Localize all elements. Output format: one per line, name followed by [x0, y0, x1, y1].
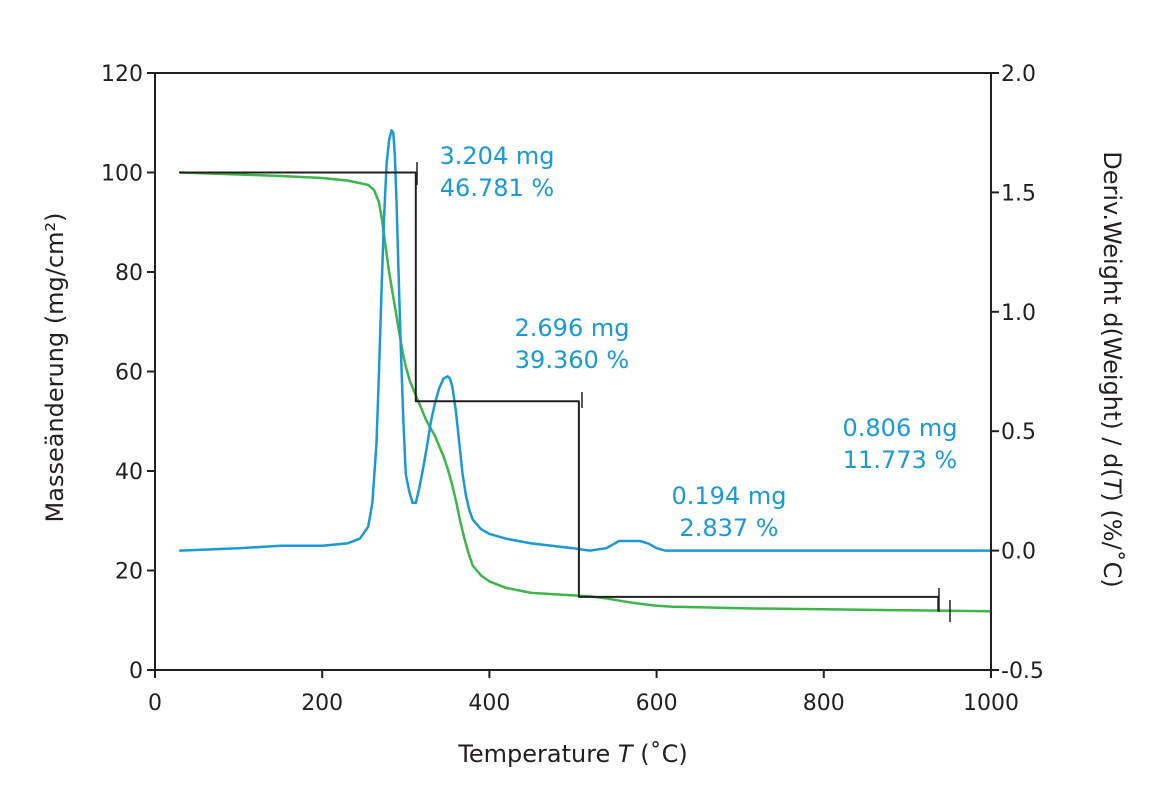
y-left-axis-ticks: 0 20 40 60 80 100 120 [101, 62, 155, 684]
x-axis-ticks: 0 200 400 600 800 1000 [148, 670, 1019, 716]
y-right-tick-label: 0.0 [1001, 540, 1036, 565]
annotation-mass: 0.806 mg [843, 414, 958, 442]
step-markers [416, 162, 951, 622]
y-right-tick-label: 2.0 [1001, 62, 1036, 87]
annotation-percent: 2.837 % [679, 514, 778, 542]
x-axis-title: Temperature T (˚C) [457, 740, 687, 768]
annotation-percent: 11.773 % [843, 446, 957, 474]
y-right-tick-label: -0.5 [1001, 659, 1044, 684]
x-tick-label: 1000 [963, 691, 1019, 716]
step-annotations: 3.204 mg 46.781 % 2.696 mg 39.360 % 0.194 mg… [440, 142, 958, 542]
y-right-axis-title: Deriv.Weight d(Weight) / d(T) (%/˚C) [1098, 151, 1126, 588]
x-tick-label: 200 [301, 691, 343, 716]
mass-curve [178, 171, 993, 613]
y-left-tick-label: 0 [129, 659, 143, 684]
x-tick-label: 600 [636, 691, 678, 716]
annotation-mass: 2.696 mg [515, 314, 630, 342]
annotation-mass: 0.194 mg [672, 482, 787, 510]
x-tick-label: 800 [803, 691, 845, 716]
y-right-tick-label: 1.0 [1001, 301, 1036, 326]
y-left-tick-label: 80 [115, 261, 143, 286]
deriv-weight-curve [178, 129, 993, 552]
y-left-tick-label: 40 [115, 460, 143, 485]
y-left-axis-title: Masseänderung (mg/cm²) [41, 213, 69, 523]
y-left-tick-label: 120 [101, 62, 143, 87]
x-tick-label: 400 [468, 691, 510, 716]
annotation-percent: 39.360 % [515, 346, 629, 374]
y-right-tick-label: 0.5 [1001, 420, 1036, 445]
y-right-tick-label: 1.5 [1001, 181, 1036, 206]
x-tick-label: 0 [148, 691, 162, 716]
y-left-tick-label: 60 [115, 361, 143, 386]
annotation-percent: 46.781 % [440, 174, 554, 202]
y-left-tick-label: 20 [115, 560, 143, 585]
y-left-tick-label: 100 [101, 162, 143, 187]
annotation-mass: 3.204 mg [440, 142, 555, 170]
y-right-axis-ticks: -0.5 0.0 0.5 1.0 1.5 2.0 [991, 62, 1044, 684]
